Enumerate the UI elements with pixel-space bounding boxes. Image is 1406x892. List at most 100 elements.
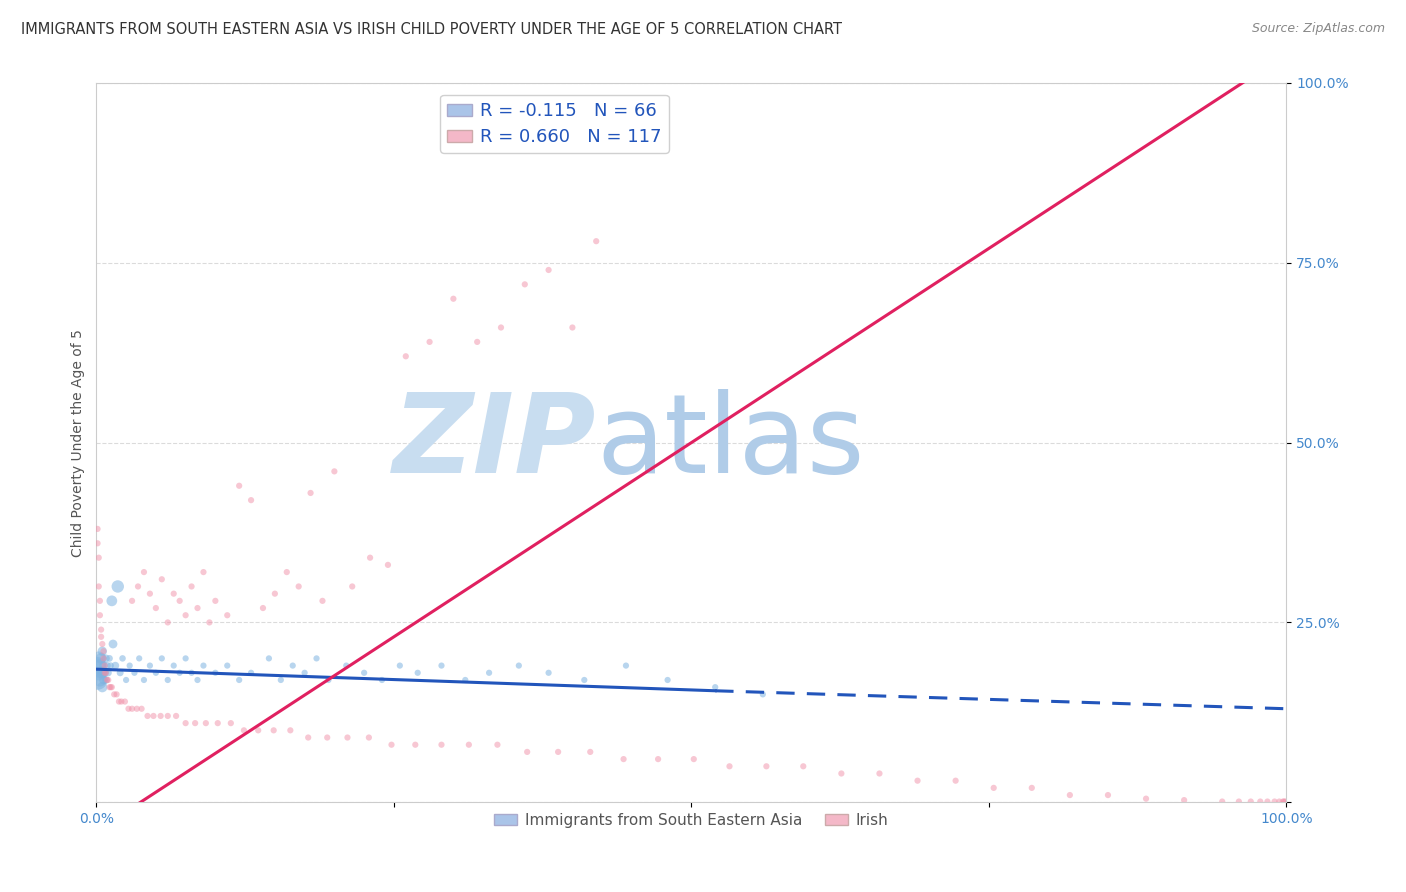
Point: [441, 292, 464, 306]
Point: [194, 716, 217, 731]
Point: [104, 658, 127, 673]
Point: [516, 745, 538, 759]
Point: [93, 673, 115, 687]
Point: [1268, 795, 1291, 809]
Point: [98, 680, 121, 694]
Point: [1272, 795, 1295, 809]
Point: [585, 234, 607, 248]
Point: [91, 680, 114, 694]
Point: [91, 644, 114, 658]
Point: [101, 637, 124, 651]
Point: [1173, 793, 1195, 807]
Point: [388, 658, 411, 673]
Point: [169, 594, 191, 608]
Point: [93, 651, 115, 665]
Text: Source: ZipAtlas.com: Source: ZipAtlas.com: [1251, 22, 1385, 36]
Point: [149, 709, 172, 723]
Point: [318, 673, 340, 687]
Point: [91, 665, 114, 680]
Point: [93, 658, 115, 673]
Point: [90, 651, 112, 665]
Point: [94, 651, 117, 665]
Point: [252, 601, 274, 615]
Point: [342, 579, 364, 593]
Point: [465, 334, 488, 349]
Point: [128, 651, 150, 665]
Point: [404, 738, 426, 752]
Point: [547, 745, 569, 759]
Legend: Immigrants from South Eastern Asia, Irish: Immigrants from South Eastern Asia, Iris…: [488, 807, 894, 834]
Point: [94, 673, 117, 687]
Point: [792, 759, 814, 773]
Point: [240, 493, 263, 508]
Point: [316, 731, 339, 745]
Point: [574, 673, 596, 687]
Point: [682, 752, 704, 766]
Point: [136, 709, 159, 723]
Point: [204, 665, 226, 680]
Point: [93, 665, 115, 680]
Point: [118, 658, 141, 673]
Point: [108, 665, 131, 680]
Point: [1256, 795, 1278, 809]
Point: [907, 773, 929, 788]
Point: [86, 673, 108, 687]
Point: [335, 658, 357, 673]
Point: [90, 630, 112, 644]
Point: [1240, 795, 1263, 809]
Point: [111, 651, 134, 665]
Point: [156, 615, 179, 630]
Point: [486, 738, 509, 752]
Point: [561, 320, 583, 334]
Point: [353, 665, 375, 680]
Point: [131, 702, 153, 716]
Point: [90, 623, 112, 637]
Point: [1274, 795, 1296, 809]
Text: ZIP: ZIP: [392, 389, 596, 496]
Text: atlas: atlas: [596, 389, 865, 496]
Point: [163, 658, 186, 673]
Point: [127, 579, 149, 593]
Point: [93, 665, 115, 680]
Point: [263, 723, 285, 738]
Point: [219, 716, 242, 731]
Point: [193, 658, 215, 673]
Point: [1135, 791, 1157, 805]
Point: [359, 550, 381, 565]
Point: [132, 673, 155, 687]
Point: [108, 694, 131, 708]
Point: [105, 687, 128, 701]
Point: [508, 658, 530, 673]
Point: [704, 680, 727, 694]
Point: [186, 673, 208, 687]
Point: [107, 579, 129, 593]
Point: [755, 759, 778, 773]
Point: [93, 658, 115, 673]
Point: [430, 738, 453, 752]
Point: [217, 658, 239, 673]
Point: [1211, 795, 1233, 809]
Point: [323, 464, 346, 478]
Point: [93, 644, 115, 658]
Point: [395, 349, 418, 363]
Text: IMMIGRANTS FROM SOUTH EASTERN ASIA VS IRISH CHILD POVERTY UNDER THE AGE OF 5 COR: IMMIGRANTS FROM SOUTH EASTERN ASIA VS IR…: [21, 22, 842, 37]
Point: [311, 594, 333, 608]
Point: [142, 709, 165, 723]
Point: [86, 658, 108, 673]
Point: [174, 716, 197, 731]
Point: [165, 709, 187, 723]
Point: [117, 702, 139, 716]
Point: [457, 738, 479, 752]
Y-axis label: Child Poverty Under the Age of 5: Child Poverty Under the Age of 5: [72, 328, 86, 557]
Point: [96, 673, 118, 687]
Point: [169, 665, 191, 680]
Point: [357, 731, 380, 745]
Point: [868, 766, 890, 780]
Point: [752, 687, 775, 701]
Point: [276, 565, 298, 579]
Point: [89, 608, 111, 623]
Point: [145, 665, 167, 680]
Point: [204, 594, 226, 608]
Point: [121, 594, 143, 608]
Point: [430, 658, 453, 673]
